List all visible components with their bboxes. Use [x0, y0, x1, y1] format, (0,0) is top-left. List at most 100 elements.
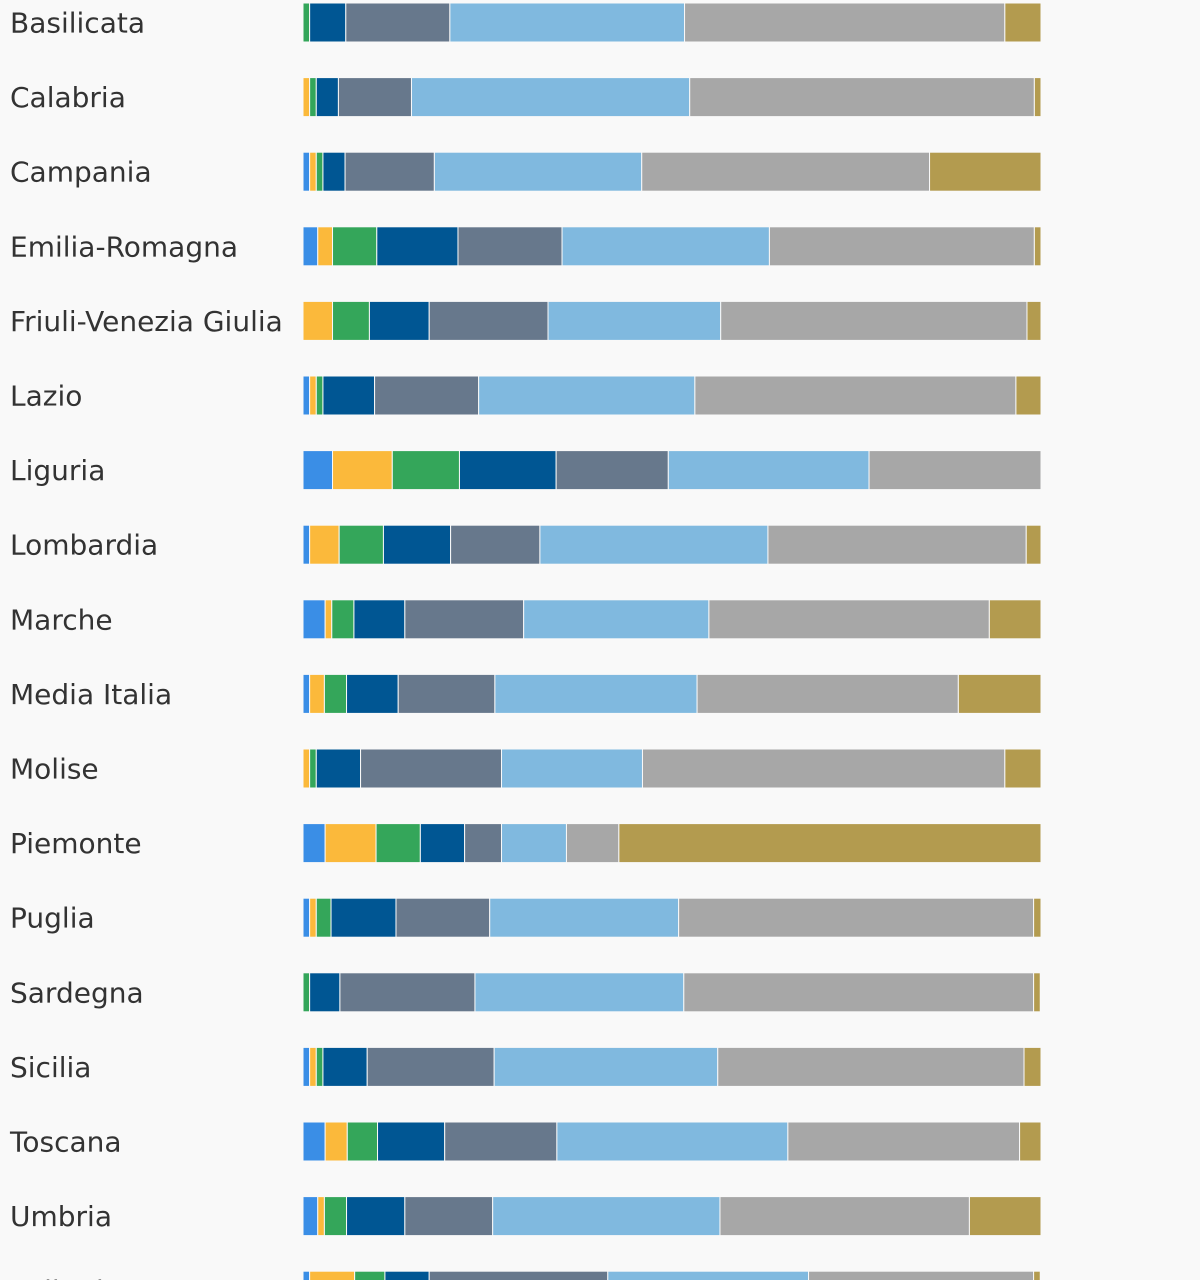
- bar-segment-umbria-0: [302, 1196, 319, 1237]
- bar-segment-media-italia-7: [957, 673, 1042, 714]
- bar-row-emilia-romagna: Emilia-Romagna: [10, 226, 1042, 267]
- category-label: Sardegna: [10, 976, 144, 1009]
- bar-segment-lombardia-2: [338, 524, 384, 565]
- category-label: Sicilia: [10, 1051, 91, 1084]
- bar-segment-piemonte-4: [464, 823, 503, 864]
- bar-segment-friuli-venezia-giulia-1: [302, 300, 334, 341]
- bar-segment-piemonte-2: [375, 823, 421, 864]
- bar-segment-sicilia-5: [493, 1046, 719, 1087]
- bar-segment-basilicata-5: [449, 2, 686, 43]
- bar-segment-lazio-1: [309, 375, 317, 416]
- category-label: Valle d'Aosta: [10, 1275, 190, 1280]
- category-label: Media Italia: [10, 678, 172, 711]
- bar-row-campania: Campania: [10, 151, 1042, 192]
- bar-segment-campania-4: [344, 151, 435, 192]
- bar-segment-sicilia-7: [1023, 1046, 1042, 1087]
- bar-segment-sicilia-3: [322, 1046, 368, 1087]
- bar-segment-lazio-7: [1015, 375, 1042, 416]
- bar-row-sicilia: Sicilia: [10, 1046, 1042, 1087]
- bar-segment-marche-3: [353, 599, 406, 640]
- bar-segment-umbria-7: [968, 1196, 1042, 1237]
- bar-segment-valle-d-aosta-0: [302, 1270, 311, 1280]
- bar-row-umbria: Umbria: [10, 1196, 1042, 1237]
- bar-segment-lazio-3: [322, 375, 376, 416]
- bar-segment-sardegna-7: [1033, 972, 1041, 1013]
- bar-row-calabria: Calabria: [10, 77, 1042, 118]
- bar-segment-puglia-4: [395, 897, 491, 938]
- bar-row-media-italia: Media Italia: [10, 673, 1042, 714]
- bar-segment-calabria-5: [410, 77, 691, 118]
- bar-segment-puglia-7: [1033, 897, 1042, 938]
- bar-row-lombardia: Lombardia: [10, 524, 1042, 565]
- bar-segment-marche-0: [302, 599, 326, 640]
- category-label: Friuli-Venezia Giulia: [10, 305, 283, 338]
- bar-segment-valle-d-aosta-7: [1033, 1270, 1041, 1280]
- bar-segment-campania-2: [315, 151, 324, 192]
- bar-segment-piemonte-5: [501, 823, 567, 864]
- bar-segment-calabria-3: [315, 77, 339, 118]
- bar-segment-lombardia-5: [539, 524, 769, 565]
- bar-segment-valle-d-aosta-2: [354, 1270, 386, 1280]
- bar-row-piemonte: Piemonte: [10, 823, 1042, 864]
- bar-segment-valle-d-aosta-3: [384, 1270, 430, 1280]
- bar-segment-lombardia-1: [309, 524, 340, 565]
- bar-row-friuli-venezia-giulia: Friuli-Venezia Giulia: [10, 300, 1042, 341]
- chart-rows: Basilicata Calabria Campania Emilia-Romagna…: [9, 2, 1042, 1280]
- bar-segment-emilia-romagna-5: [561, 226, 770, 267]
- bar-segment-calabria-6: [689, 77, 1035, 118]
- category-label: Lazio: [10, 380, 82, 413]
- bar-segment-basilicata-7: [1004, 2, 1042, 43]
- bar-segment-umbria-1: [317, 1196, 325, 1237]
- bar-row-lazio: Lazio: [10, 375, 1042, 416]
- bar-segment-calabria-4: [337, 77, 412, 118]
- bar-segment-basilicata-6: [684, 2, 1006, 43]
- bar-segment-emilia-romagna-4: [457, 226, 563, 267]
- bar-segment-marche-5: [523, 599, 710, 640]
- bar-segment-friuli-venezia-giulia-4: [428, 300, 549, 341]
- bar-segment-molise-3: [315, 748, 362, 789]
- bar-segment-puglia-2: [315, 897, 332, 938]
- bar-segment-calabria-2: [309, 77, 317, 118]
- bar-segment-media-italia-5: [494, 673, 698, 714]
- bar-segment-marche-2: [331, 599, 355, 640]
- bar-segment-umbria-4: [404, 1196, 494, 1237]
- bar-segment-campania-5: [433, 151, 643, 192]
- bar-segment-toscana-1: [324, 1121, 348, 1162]
- bar-segment-media-italia-2: [323, 673, 348, 714]
- bar-segment-sicilia-6: [717, 1046, 1025, 1087]
- bar-segment-umbria-6: [719, 1196, 970, 1237]
- bar-segment-sicilia-2: [315, 1046, 324, 1087]
- bar-segment-toscana-4: [444, 1121, 558, 1162]
- bar-segment-valle-d-aosta-6: [808, 1270, 1035, 1280]
- bar-segment-molise-2: [309, 748, 317, 789]
- bar-segment-sicilia-4: [366, 1046, 495, 1087]
- bar-segment-lazio-4: [374, 375, 480, 416]
- bar-segment-liguria-3: [458, 450, 557, 491]
- bar-segment-calabria-1: [302, 77, 311, 118]
- category-label: Molise: [10, 753, 99, 786]
- bar-segment-media-italia-6: [696, 673, 959, 714]
- bar-segment-lombardia-0: [302, 524, 311, 565]
- bar-segment-puglia-6: [678, 897, 1035, 938]
- bar-segment-umbria-3: [346, 1196, 406, 1237]
- bar-segment-media-italia-4: [397, 673, 496, 714]
- category-label: Liguria: [10, 454, 105, 487]
- bar-segment-sardegna-5: [474, 972, 685, 1013]
- bar-segment-marche-4: [404, 599, 525, 640]
- bar-segment-friuli-venezia-giulia-2: [332, 300, 370, 341]
- bar-segment-puglia-3: [330, 897, 397, 938]
- bar-segment-media-italia-3: [346, 673, 399, 714]
- category-label: Marche: [10, 603, 113, 636]
- bar-segment-valle-d-aosta-5: [607, 1270, 810, 1280]
- bar-segment-campania-6: [641, 151, 931, 192]
- bar-segment-toscana-0: [302, 1121, 326, 1162]
- bar-segment-lombardia-3: [382, 524, 452, 565]
- bar-segment-piemonte-1: [324, 823, 377, 864]
- category-label: Toscana: [9, 1126, 122, 1159]
- category-label: Calabria: [10, 81, 126, 114]
- bar-segment-media-italia-1: [309, 673, 325, 714]
- bar-segment-lombardia-7: [1025, 524, 1042, 565]
- bar-segment-umbria-5: [492, 1196, 721, 1237]
- bar-segment-piemonte-0: [302, 823, 326, 864]
